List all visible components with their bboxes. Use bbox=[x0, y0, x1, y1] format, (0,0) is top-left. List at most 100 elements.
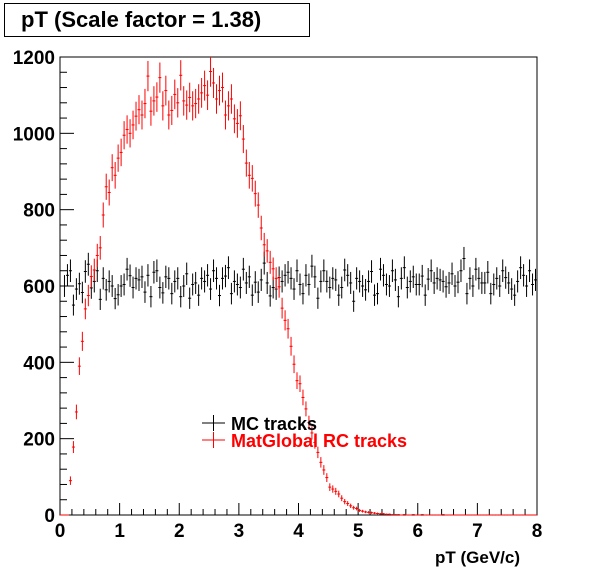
data-point bbox=[229, 84, 233, 114]
data-point bbox=[355, 506, 359, 511]
data-point bbox=[218, 284, 221, 307]
data-point bbox=[325, 473, 329, 483]
data-point bbox=[441, 270, 445, 293]
data-point bbox=[349, 271, 353, 294]
data-point bbox=[83, 260, 87, 283]
data-point bbox=[77, 357, 81, 375]
data-point bbox=[226, 91, 230, 121]
data-point bbox=[381, 264, 385, 287]
data-point bbox=[134, 101, 138, 131]
data-point bbox=[352, 505, 356, 510]
data-point bbox=[462, 246, 466, 271]
data-point bbox=[426, 268, 430, 291]
data-point bbox=[158, 62, 162, 93]
data-point bbox=[334, 268, 338, 291]
data-point bbox=[235, 273, 239, 296]
data-point bbox=[355, 267, 359, 290]
x-tick-label: 2 bbox=[174, 521, 185, 542]
data-point bbox=[238, 101, 242, 131]
data-point bbox=[393, 514, 397, 516]
data-point bbox=[77, 272, 81, 295]
data-point bbox=[194, 271, 198, 294]
data-point bbox=[319, 457, 323, 468]
data-point bbox=[343, 498, 347, 505]
data-point bbox=[510, 278, 514, 300]
data-point bbox=[209, 57, 213, 87]
data-point bbox=[146, 60, 150, 92]
data-point bbox=[182, 275, 186, 297]
data-point bbox=[250, 284, 254, 306]
data-point bbox=[396, 514, 400, 516]
data-point bbox=[307, 415, 311, 430]
data-point bbox=[161, 91, 165, 121]
data-point bbox=[179, 286, 183, 308]
data-point bbox=[322, 465, 326, 475]
data-point bbox=[501, 259, 505, 283]
data-point bbox=[83, 298, 87, 320]
data-point bbox=[373, 512, 377, 515]
data-point bbox=[373, 284, 377, 306]
data-point bbox=[304, 264, 308, 287]
y-tick-label: 400 bbox=[23, 353, 55, 374]
data-point bbox=[468, 267, 472, 290]
data-point bbox=[188, 82, 192, 113]
data-point bbox=[223, 100, 227, 130]
data-point bbox=[104, 173, 108, 200]
y-tick-label: 800 bbox=[23, 201, 55, 222]
data-point bbox=[167, 267, 171, 290]
data-point bbox=[447, 271, 451, 294]
data-point bbox=[220, 267, 224, 290]
data-point bbox=[384, 513, 388, 515]
data-point bbox=[411, 514, 415, 516]
data-point bbox=[152, 86, 156, 116]
data-point bbox=[376, 512, 379, 515]
data-point bbox=[140, 265, 144, 288]
data-point bbox=[378, 257, 382, 281]
data-point bbox=[176, 267, 180, 290]
data-point bbox=[182, 86, 186, 116]
data-point bbox=[456, 271, 460, 294]
data-point bbox=[122, 121, 126, 150]
data-point bbox=[384, 273, 388, 296]
data-point bbox=[411, 265, 415, 288]
x-tick-label: 1 bbox=[114, 521, 125, 542]
data-point bbox=[346, 501, 350, 506]
data-point bbox=[298, 375, 302, 392]
data-point bbox=[489, 282, 493, 305]
data-point bbox=[370, 511, 374, 514]
data-point bbox=[203, 70, 207, 101]
data-point bbox=[68, 476, 72, 485]
data-point bbox=[209, 278, 213, 300]
data-point bbox=[235, 109, 239, 138]
data-point bbox=[137, 95, 141, 125]
data-point bbox=[220, 72, 224, 103]
data-point bbox=[116, 144, 120, 172]
data-point bbox=[507, 271, 511, 294]
data-point bbox=[274, 267, 278, 290]
x-axis-title: pT (GeV/c) bbox=[435, 548, 520, 567]
data-point bbox=[128, 264, 132, 287]
data-point bbox=[471, 275, 475, 297]
data-point bbox=[280, 270, 284, 293]
data-point bbox=[528, 259, 532, 283]
data-point bbox=[370, 260, 374, 283]
data-point bbox=[244, 271, 248, 294]
data-point bbox=[232, 270, 236, 293]
y-tick-label: 600 bbox=[23, 277, 55, 298]
data-point bbox=[215, 84, 219, 114]
x-tick-label: 4 bbox=[293, 521, 304, 542]
data-point bbox=[340, 276, 344, 299]
data-point bbox=[334, 487, 338, 495]
data-point bbox=[71, 294, 75, 316]
data-point bbox=[277, 275, 281, 298]
data-point bbox=[441, 514, 445, 516]
data-point bbox=[289, 267, 293, 290]
data-point bbox=[420, 264, 424, 288]
data-point bbox=[271, 276, 275, 299]
data-point bbox=[402, 514, 406, 516]
y-tick-label: 1200 bbox=[13, 48, 55, 69]
data-point bbox=[268, 285, 272, 307]
data-point bbox=[155, 82, 159, 112]
y-tick-label: 0 bbox=[44, 506, 55, 527]
data-point bbox=[387, 275, 391, 297]
